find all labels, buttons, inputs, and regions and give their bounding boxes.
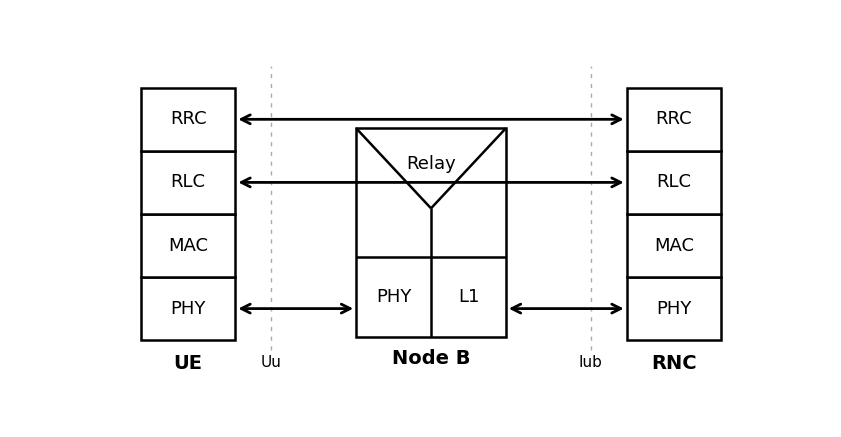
- Bar: [627, 277, 721, 340]
- Text: MAC: MAC: [168, 236, 209, 254]
- Bar: [141, 277, 235, 340]
- Text: RLC: RLC: [656, 173, 691, 191]
- Text: PHY: PHY: [376, 288, 411, 306]
- Text: UE: UE: [174, 354, 203, 373]
- Text: PHY: PHY: [656, 300, 691, 318]
- Text: PHY: PHY: [171, 300, 206, 318]
- Text: MAC: MAC: [653, 236, 694, 254]
- Text: RRC: RRC: [170, 110, 207, 128]
- Text: Iub: Iub: [579, 355, 603, 370]
- Text: RLC: RLC: [171, 173, 206, 191]
- Text: Uu: Uu: [261, 355, 282, 370]
- Text: RNC: RNC: [651, 354, 696, 373]
- Bar: [141, 151, 235, 214]
- Text: RRC: RRC: [655, 110, 692, 128]
- Bar: [627, 151, 721, 214]
- Text: Node B: Node B: [392, 349, 470, 368]
- Bar: [141, 88, 235, 151]
- Bar: [627, 214, 721, 277]
- Text: L1: L1: [458, 288, 479, 306]
- Bar: [141, 214, 235, 277]
- Bar: [356, 128, 506, 337]
- Bar: [627, 88, 721, 151]
- Text: Relay: Relay: [406, 156, 456, 173]
